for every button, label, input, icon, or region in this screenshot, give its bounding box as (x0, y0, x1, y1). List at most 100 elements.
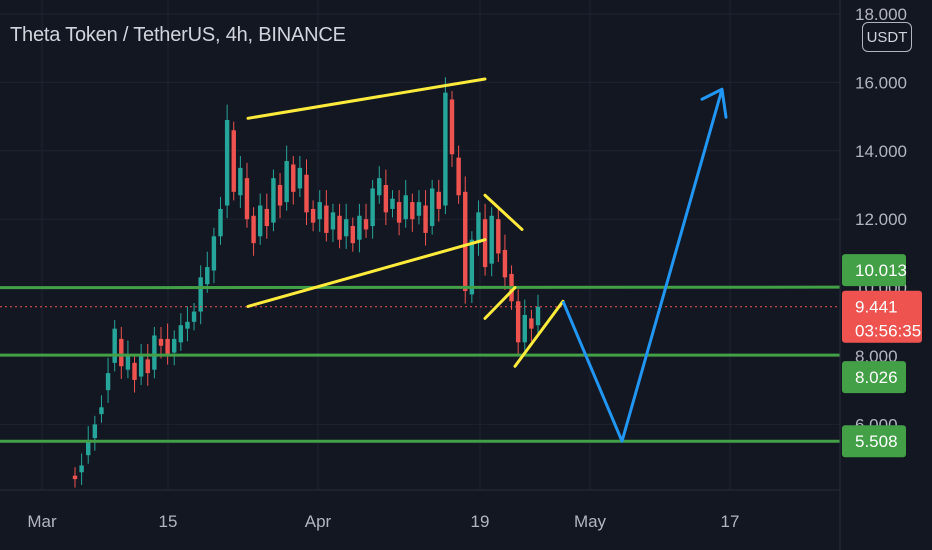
support-levels (0, 285, 841, 443)
candles (72, 77, 541, 488)
candle-body (172, 338, 177, 353)
candle-body (476, 212, 481, 244)
time-tick-label: Apr (305, 512, 332, 531)
price-tags: 10.013 8.026 5.508 9.441 03:56:35 (842, 254, 922, 458)
candle-body (337, 215, 342, 240)
candle-body (350, 226, 355, 244)
candle-body (277, 185, 283, 206)
candle-body (456, 157, 461, 196)
candle-body (390, 198, 395, 209)
level-tag-bg (842, 361, 906, 394)
candle-body (515, 301, 521, 343)
pattern-channel-lower (246, 238, 487, 308)
candle-body (145, 359, 150, 374)
grid (0, 0, 840, 490)
projection-path (561, 88, 724, 443)
projection-arrowhead (700, 87, 728, 119)
candle-body (211, 236, 217, 271)
candle-body (119, 338, 124, 367)
last-price-tag-bg (842, 290, 922, 343)
pattern-flag-lower (483, 286, 517, 320)
candle-body (396, 202, 402, 223)
candle-body (258, 205, 263, 237)
candle-body (410, 202, 415, 220)
time-axis[interactable]: Mar 15 Apr 19 May 17 (27, 512, 739, 531)
candle-body (92, 424, 98, 439)
candle-body (238, 167, 243, 196)
candle-body (482, 219, 488, 268)
pattern-channel-upper (246, 77, 487, 120)
projection-annotation (561, 87, 728, 443)
pattern-flag-upper (483, 193, 524, 231)
candle-body (522, 314, 527, 343)
level-tag-label: 5.508 (855, 432, 898, 451)
candle-body (291, 164, 296, 192)
candle-body (218, 208, 223, 237)
candle-body (469, 239, 475, 295)
candle-body (489, 215, 494, 264)
time-tick-label: 19 (471, 512, 490, 531)
candle-body (251, 215, 256, 244)
candle-body (363, 219, 369, 230)
candle-body (191, 311, 197, 322)
currency-button[interactable]: USDT (862, 22, 912, 52)
candle-body (330, 212, 336, 230)
time-tick-label: 15 (159, 512, 178, 531)
candle-body (79, 465, 84, 473)
candle-body (284, 161, 289, 203)
support-level-line (0, 285, 841, 290)
level-tag-label: 10.013 (855, 261, 907, 280)
candle-body (112, 328, 117, 363)
countdown-label: 03:56:35 (855, 322, 921, 341)
price-tick-label: 14.000 (855, 142, 907, 161)
level-tag-label: 8.026 (855, 368, 898, 387)
candle-body (224, 120, 230, 206)
candle-body (324, 205, 329, 233)
candle-body (443, 92, 448, 206)
candle-body (403, 195, 408, 220)
candle-body (429, 188, 435, 227)
candle-body (99, 407, 104, 415)
candle-body (436, 191, 441, 209)
candle-body (271, 178, 276, 223)
time-tick-label: May (574, 512, 607, 531)
candle-body (423, 205, 428, 233)
price-tick-label: 12.000 (855, 210, 907, 229)
candle-body (105, 373, 111, 391)
candle-body (165, 338, 170, 356)
candle-body (205, 267, 210, 285)
price-tick-label: 18.000 (855, 5, 907, 24)
pattern-wedge-left (513, 299, 565, 368)
candle-body (231, 130, 236, 192)
candle-body (343, 219, 349, 237)
candle-body (178, 325, 184, 343)
candle-body (449, 99, 455, 155)
candle-body (370, 188, 375, 227)
time-tick-label: 17 (721, 512, 740, 531)
candle-body (72, 475, 78, 480)
candle-body (317, 202, 322, 220)
candle-body (496, 219, 501, 254)
candle-body (264, 208, 270, 227)
candle-body (158, 338, 164, 346)
candle-body (529, 318, 534, 329)
chart-title: Theta Token / TetherUS, 4h, BINANCE (10, 24, 346, 46)
candle-body (185, 321, 190, 329)
candle-body (132, 362, 137, 380)
candle-body (416, 202, 422, 216)
price-tick-label: 16.000 (855, 73, 907, 92)
candle-body (152, 335, 157, 370)
level-tag-bg (842, 254, 906, 287)
level-tag-bg (842, 425, 906, 458)
candle-body (357, 215, 362, 240)
candle-body (383, 185, 389, 213)
candle-body (463, 191, 468, 292)
last-price-label: 9.441 (855, 298, 898, 317)
candle-body (198, 277, 203, 312)
candle-body (86, 441, 91, 456)
candle-body (297, 167, 303, 189)
candle-body (535, 306, 541, 326)
candle-body (125, 356, 131, 370)
time-tick-label: Mar (27, 512, 57, 531)
